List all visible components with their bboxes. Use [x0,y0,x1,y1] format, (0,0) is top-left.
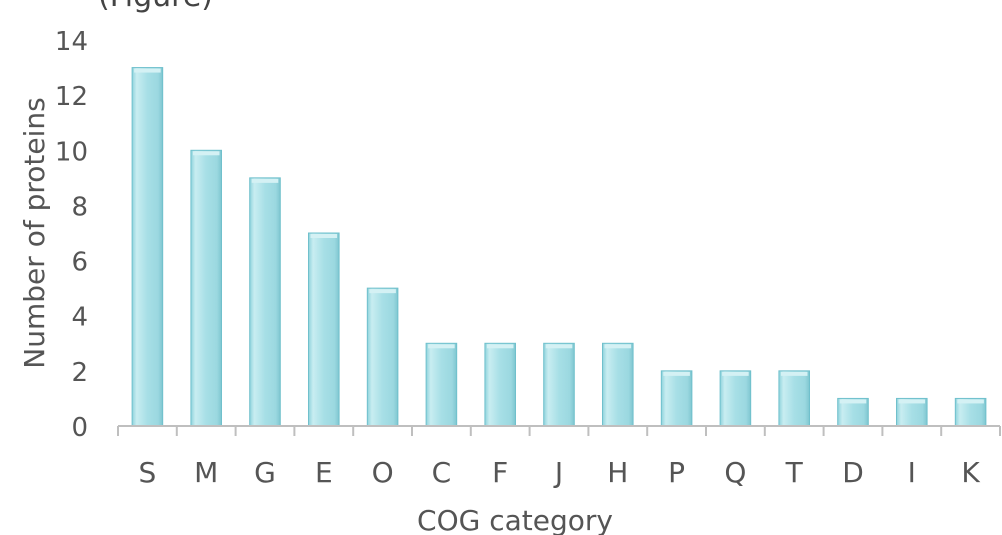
y-tick-label: 12 [55,82,88,112]
clipped-heading-fragment: (Figure) [98,0,213,14]
x-axis-ticks [117,426,1001,436]
y-tick-label: 10 [55,137,88,167]
x-tick-label: J [553,456,563,489]
x-tick-label: E [315,456,333,489]
bar-C [425,342,458,427]
x-tick-label: K [961,456,980,489]
bar-G [249,177,281,427]
x-tick-label: F [492,456,508,489]
bar-cap-D [839,399,867,404]
y-axis-title: Number of proteins [18,97,51,368]
bar-O [366,287,399,427]
x-tick-label: O [372,456,394,489]
bar-S [131,67,164,427]
bar-cap-T [780,371,808,376]
x-tick-label: D [842,456,864,489]
bar-E [308,232,340,427]
bar-cap-J [545,344,573,349]
x-tick-label: I [908,456,916,489]
bar-cap-C [428,344,455,349]
bar-cap-G [251,178,279,183]
y-tick-label: 4 [71,303,88,333]
bar-cap-I [898,399,926,404]
bar-T [778,370,810,427]
bar-H [602,342,634,427]
bar-cap-K [957,399,984,404]
bar-cap-O [369,289,396,294]
y-tick-label: 8 [71,192,88,222]
x-tick-label: T [785,456,804,489]
x-tick-label: G [254,456,276,489]
bar-J [543,342,575,427]
x-tick-label: C [432,456,452,489]
bar-F [484,342,516,427]
bar-cap-E [310,234,338,238]
y-tick-label: 6 [71,248,88,278]
bar-cap-P [663,371,690,376]
y-tick-label: 2 [71,358,88,388]
y-tick-label: 0 [71,413,88,443]
x-tick-label: P [668,456,685,489]
bar-cap-F [486,344,514,349]
bar-Q [719,370,752,427]
bar-P [660,370,693,427]
bars [131,67,987,427]
bar-cap-Q [722,371,749,376]
x-tick-label: M [194,456,218,489]
y-tick-label: 14 [55,27,88,57]
x-axis-title: COG category [417,504,613,535]
bar-cap-H [604,344,632,349]
x-tick-label: S [139,456,157,489]
bar-cap-M [192,151,220,156]
y-axis-ticks: 0 2 4 6 8 10 12 14 [55,27,88,443]
x-tick-label: Q [724,456,746,489]
x-tick-label: H [607,456,628,489]
bar-M [190,149,222,427]
bar-cap-S [134,68,161,73]
